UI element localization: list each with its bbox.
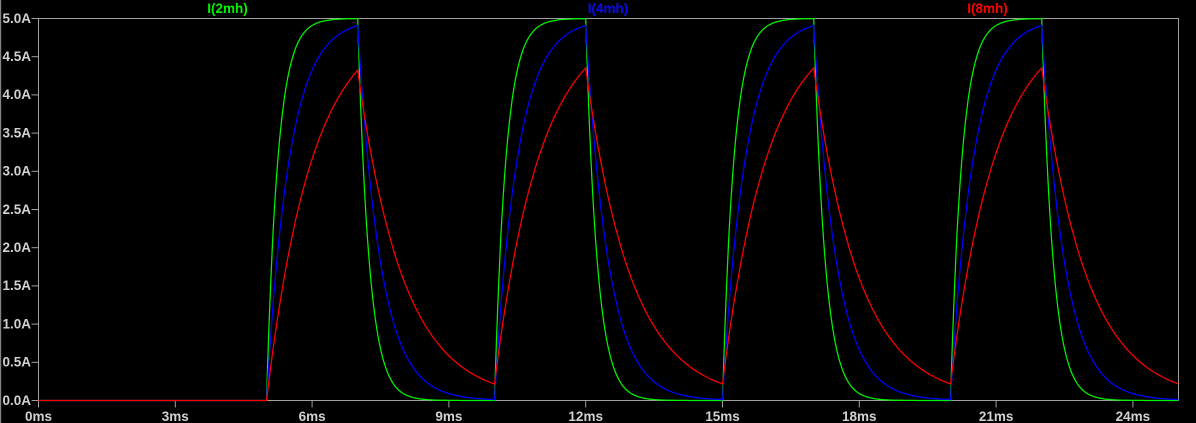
svg-text:3.5A: 3.5A	[2, 125, 31, 140]
svg-text:0.0A: 0.0A	[2, 393, 31, 408]
svg-text:2.0A: 2.0A	[2, 240, 31, 255]
svg-text:12ms: 12ms	[568, 409, 603, 423]
svg-text:9ms: 9ms	[435, 409, 462, 423]
svg-text:0ms: 0ms	[25, 409, 52, 423]
svg-text:5.0A: 5.0A	[2, 11, 31, 26]
svg-text:15ms: 15ms	[705, 409, 740, 423]
svg-text:6ms: 6ms	[299, 409, 326, 423]
svg-text:4.0A: 4.0A	[2, 87, 31, 102]
svg-text:1.0A: 1.0A	[2, 316, 31, 331]
svg-text:I(8mh): I(8mh)	[967, 1, 1008, 16]
svg-text:I(4mh): I(4mh)	[588, 1, 629, 16]
svg-text:21ms: 21ms	[979, 409, 1014, 423]
svg-text:24ms: 24ms	[1116, 409, 1151, 423]
svg-text:3ms: 3ms	[162, 409, 189, 423]
svg-text:1.5A: 1.5A	[2, 278, 31, 293]
svg-text:I(2mh): I(2mh)	[207, 1, 248, 16]
svg-text:2.5A: 2.5A	[2, 202, 31, 217]
svg-text:3.0A: 3.0A	[2, 164, 31, 179]
svg-text:18ms: 18ms	[842, 409, 877, 423]
svg-text:0.5A: 0.5A	[2, 355, 31, 370]
svg-text:4.5A: 4.5A	[2, 49, 31, 64]
